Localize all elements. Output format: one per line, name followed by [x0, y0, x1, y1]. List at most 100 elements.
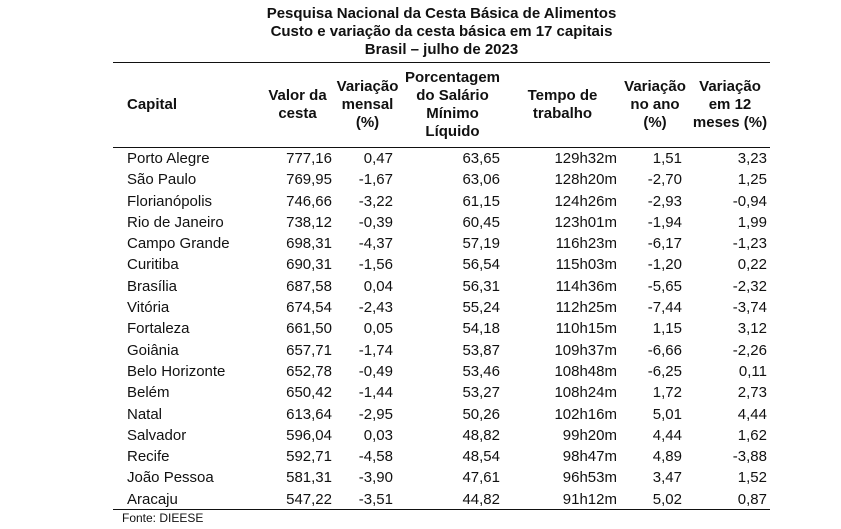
header-valor: Valor da cesta: [268, 87, 327, 122]
title-line-1: Pesquisa Nacional da Cesta Básica de Ali…: [266, 5, 617, 22]
table-cell: 115h03m: [555, 256, 617, 274]
table-cell: 738,12: [286, 213, 332, 231]
table-cell: 613,64: [286, 405, 332, 423]
table-cell: João Pessoa: [127, 469, 214, 487]
table-cell: 2,73: [737, 384, 767, 402]
table-cell: Vitória: [127, 299, 170, 317]
table-cell: 0,04: [363, 277, 393, 295]
table-cell: 61,15: [462, 192, 500, 210]
table-cell: 108h24m: [554, 384, 617, 402]
title-line-2: Custo e variação da cesta básica em 17 c…: [270, 23, 613, 40]
table-cell: 53,46: [462, 362, 500, 380]
table-cell: -5,65: [647, 277, 682, 295]
table-cell: 44,82: [462, 490, 500, 508]
table-row: São Paulo 769,95 -1,67 63,06 128h20m -2,70 1,2…: [113, 169, 770, 190]
table-cell: 47,61: [462, 469, 500, 487]
top-rule: [113, 62, 770, 63]
table-cell: -2,32: [732, 277, 767, 295]
table-cell: -2,70: [647, 171, 682, 189]
table-row: Belém 650,42 -1,44 53,27 108h24m 1,72 2,73: [113, 382, 770, 403]
table-cell: 3,23: [737, 150, 767, 167]
table-cell: -3,88: [732, 448, 767, 466]
table-cell: -3,51: [358, 490, 393, 508]
table-cell: 547,22: [286, 490, 332, 508]
table-cell: Goiânia: [127, 341, 179, 359]
title-line-3: Brasil – julho de 2023: [364, 41, 519, 58]
table-cell: 57,19: [462, 235, 500, 253]
table-cell: 1,62: [737, 426, 767, 444]
table-cell: -0,94: [732, 192, 767, 210]
header-variacao-mensal: Variação mensal (%): [336, 78, 399, 131]
header-capital: Capital: [127, 96, 178, 113]
table-cell: 777,16: [286, 150, 332, 167]
table-cell: 60,45: [462, 213, 500, 231]
table-cell: 657,71: [286, 341, 332, 359]
table-cell: 0,22: [737, 256, 767, 274]
table-cell: 63,65: [462, 150, 500, 167]
table-row: Goiânia 657,71 -1,74 53,87 109h37m -6,66 -2,26: [113, 340, 770, 361]
table-cell: 690,31: [286, 256, 332, 274]
table-cell: Fortaleza: [127, 320, 190, 338]
table-cell: 99h20m: [562, 426, 617, 444]
table-cell: 652,78: [286, 362, 332, 380]
table-cell: 124h26m: [554, 192, 617, 210]
table-cell: 114h36m: [555, 277, 617, 295]
table-row: Porto Alegre 777,16 0,47 63,65 129h32m 1,51 3,…: [113, 148, 770, 169]
table-cell: -1,56: [358, 256, 393, 274]
table-cell: -7,44: [647, 299, 682, 317]
table-cell: 98h47m: [562, 448, 617, 466]
table-cell: 53,27: [462, 384, 500, 402]
table-cell: 581,31: [286, 469, 332, 487]
table-cell: -4,58: [358, 448, 393, 466]
table-row: Campo Grande 698,31 -4,37 57,19 116h23m -6,17…: [113, 233, 770, 254]
table-cell: Belo Horizonte: [127, 362, 226, 380]
table-cell: 3,47: [652, 469, 682, 487]
table-cell: Florianópolis: [127, 192, 213, 210]
table-cell: Rio de Janeiro: [127, 213, 224, 231]
table-row: Salvador 596,04 0,03 48,82 99h20m 4,44 1,62: [113, 425, 770, 446]
table-cell: 4,89: [652, 448, 682, 466]
table-cell: 650,42: [286, 384, 332, 402]
table-cell: 129h32m: [554, 150, 617, 167]
table-cell: 5,01: [652, 405, 682, 423]
table-body: Porto Alegre 777,16 0,47 63,65 129h32m 1,51 3,…: [113, 148, 770, 510]
table-cell: -3,74: [732, 299, 767, 317]
table-cell: 5,02: [652, 490, 682, 508]
table-cell: -1,74: [358, 341, 393, 359]
table-cell: 1,72: [652, 384, 682, 402]
table-cell: 109h37m: [554, 341, 617, 359]
table-cell: 674,54: [286, 299, 332, 317]
table-cell: Curitiba: [127, 256, 179, 274]
table-row: Aracaju 547,22 -3,51 44,82 91h12m 5,02 0,87: [113, 489, 770, 510]
table-cell: -2,26: [732, 341, 767, 359]
table-cell: Aracaju: [127, 490, 178, 508]
table-cell: 596,04: [286, 426, 332, 444]
table-cell: 0,03: [363, 426, 393, 444]
table-cell: Natal: [127, 405, 163, 423]
table-cell: 63,06: [462, 171, 500, 189]
table-cell: Belém: [127, 384, 170, 402]
table-cell: -0,49: [358, 362, 393, 380]
table-cell: Salvador: [127, 426, 187, 444]
table-row: Recife 592,71 -4,58 48,54 98h47m 4,89 -3,88: [113, 446, 770, 467]
table-row: Rio de Janeiro 738,12 -0,39 60,45 123h01m -1,…: [113, 212, 770, 233]
table-cell: -4,37: [358, 235, 393, 253]
table-cell: 50,26: [462, 405, 500, 423]
table-cell: -6,25: [647, 362, 682, 380]
table-cell: 769,95: [286, 171, 332, 189]
header-tempo: Tempo de trabalho: [527, 87, 598, 122]
table-cell: 698,31: [286, 235, 332, 253]
table-row: Natal 613,64 -2,95 50,26 102h16m 5,01 4,44: [113, 404, 770, 425]
table-cell: Campo Grande: [127, 235, 230, 253]
table-cell: 0,47: [363, 150, 393, 167]
table-cell: -0,39: [358, 213, 393, 231]
table-cell: 116h23m: [555, 235, 617, 253]
table-header: Capital Valor da cesta Variação mensal (…: [113, 64, 770, 146]
table-cell: -3,90: [358, 469, 393, 487]
table-cell: -2,43: [358, 299, 393, 317]
table-cell: 56,54: [462, 256, 500, 274]
table-cell: 53,87: [462, 341, 500, 359]
table-cell: 108h48m: [554, 362, 617, 380]
header-variacao-12-meses: Variação em 12 meses (%): [692, 78, 768, 131]
table-cell: 55,24: [462, 299, 500, 317]
